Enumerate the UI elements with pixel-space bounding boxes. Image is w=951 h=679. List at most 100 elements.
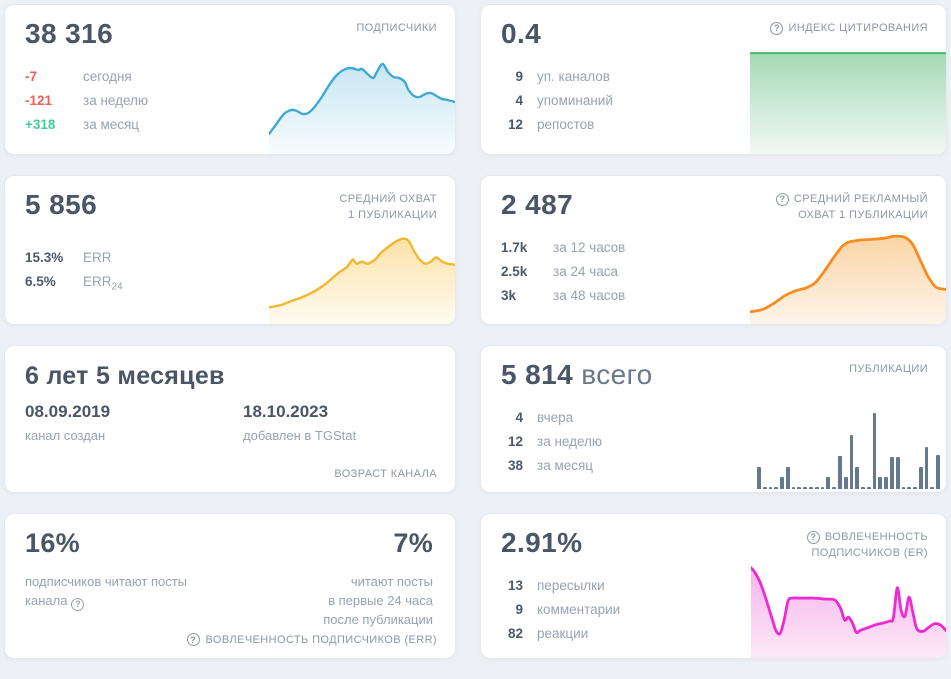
bar (936, 454, 940, 489)
tgstat-added-date: 18.10.2023 (243, 402, 329, 421)
bar (901, 486, 906, 489)
subscribers-sparkline (269, 54, 455, 154)
stat-row: 1.7k за 12 часов (501, 240, 625, 256)
stat-label: за 24 часа (553, 264, 619, 279)
bar (757, 466, 761, 489)
subscribers-card-label: ПОДПИСЧИКИ (356, 22, 437, 34)
stat-label: за месяц (83, 117, 140, 132)
err-right-value: 7% (393, 528, 433, 558)
err-left-value: 16% (25, 528, 80, 558)
stat-label: ERR (83, 250, 112, 265)
bar (791, 486, 796, 489)
stat-value: 38 (507, 458, 523, 473)
avg-ad-reach-label-line2: ОХВАТ 1 ПУБЛИКАЦИИ (798, 209, 928, 221)
er-stats: 13 пересылки 9 комментарии 82 реакции (501, 578, 620, 650)
bar (918, 466, 923, 489)
help-icon[interactable]: ? (775, 192, 789, 206)
bar (843, 476, 848, 489)
stat-row: 9 комментарии (501, 602, 620, 618)
bar (797, 486, 802, 489)
err-right-caption: читают посты в первые 24 часа после публ… (323, 574, 433, 627)
stat-row: 38 за месяц (501, 458, 602, 474)
stat-label: за 48 часов (553, 288, 626, 303)
avg-reach-card-label: СРЕДНИЙ ОХВАТ 1 ПУБЛИКАЦИИ (339, 191, 437, 223)
stat-value: 82 (507, 626, 523, 641)
stat-label: упоминаний (537, 93, 613, 108)
help-icon[interactable]: ? (186, 633, 200, 646)
bar (884, 476, 888, 489)
avg-reach-value: 5 856 (25, 189, 98, 220)
stat-label: вчера (537, 410, 574, 425)
help-icon[interactable]: ? (770, 21, 784, 35)
avg-ad-reach-card: 2 487 ? СРЕДНИЙ РЕКЛАМНЫЙ ОХВАТ 1 ПУБЛИК… (480, 175, 947, 325)
help-icon[interactable]: ? (806, 530, 820, 544)
channel-age-title: 6 лет 5 месяцев (25, 362, 225, 390)
err-card: 16% 7% подписчиков читают посты канала? … (4, 513, 456, 659)
stat-label: сегодня (83, 69, 132, 84)
bar (814, 486, 819, 489)
stat-label: реакции (537, 626, 589, 641)
er-card-label: ? ВОВЛЕЧЕННОСТЬ ПОДПИСЧИКОВ (ER) (806, 529, 928, 561)
channel-created-date: 08.09.2019 (25, 402, 111, 421)
stats-dashboard: 38 316 ПОДПИСЧИКИ -7 сегодня -121 за нед… (4, 4, 947, 659)
bar (872, 413, 877, 489)
bar (780, 476, 784, 489)
stat-label: репостов (537, 117, 595, 132)
stat-value: 2.5k (501, 264, 528, 279)
avg-reach-label-line1: СРЕДНИЙ ОХВАТ (339, 193, 437, 205)
err-left-caption: подписчиков читают посты канала? (25, 574, 188, 611)
stat-value: +318 (25, 117, 56, 132)
tgstat-added-block: 18.10.2023 добавлен в TGStat (243, 402, 356, 443)
bar (895, 457, 900, 489)
bar (878, 476, 883, 489)
help-icon[interactable]: ? (71, 598, 85, 611)
bar (785, 466, 790, 489)
publications-stats: 4 вчера 12 за неделю 38 за месяц (501, 410, 602, 482)
avg-ad-reach-sparkline (750, 222, 946, 324)
channel-created-caption: канал создан (25, 428, 106, 443)
bar (855, 466, 860, 489)
avg-ad-reach-label-line1: СРЕДНИЙ РЕКЛАМНЫЙ (793, 193, 928, 205)
stat-row: -121 за неделю (25, 93, 148, 109)
stat-value: 9 (515, 602, 523, 617)
citation-index-area (750, 50, 946, 154)
tgstat-added-caption: добавлен в TGStat (243, 428, 357, 443)
stat-label: за месяц (537, 458, 594, 473)
avg-ad-reach-value: 2 487 (501, 189, 574, 220)
citation-index-card-label: ? ИНДЕКС ЦИТИРОВАНИЯ (770, 20, 928, 36)
stat-value: -7 (25, 69, 38, 84)
stat-value: 15.3% (25, 250, 64, 265)
bar (866, 486, 871, 489)
bar (768, 486, 773, 489)
publications-bar-chart (757, 413, 940, 489)
publications-total-suffix: всего (581, 359, 653, 390)
stat-row: -7 сегодня (25, 69, 148, 85)
err24-subscript: 24 (111, 281, 123, 293)
stat-label: комментарии (537, 602, 621, 617)
stat-row: 4 вчера (501, 410, 602, 426)
er-label-line1: ВОВЛЕЧЕННОСТЬ (824, 531, 928, 543)
publications-card-label: ПУБЛИКАЦИИ (849, 363, 928, 375)
stat-value: 12 (507, 434, 523, 449)
publications-card: 5 814 всего ПУБЛИКАЦИИ 4 вчера 12 за нед… (480, 345, 947, 493)
er-label-line2: ПОДПИСЧИКОВ (ER) (811, 547, 928, 559)
er-value: 2.91% (501, 527, 583, 558)
avg-reach-label-line2: 1 ПУБЛИКАЦИИ (348, 209, 437, 221)
bar (826, 476, 831, 489)
stat-row: 4 упоминаний (501, 93, 613, 109)
bar (913, 486, 917, 489)
citation-stats: 9 уп. каналов 4 упоминаний 12 репостов (501, 69, 613, 141)
stat-label: пересылки (537, 578, 605, 593)
citation-index-card: 0.4 ? ИНДЕКС ЦИТИРОВАНИЯ 9 уп. каналов 4… (480, 4, 947, 155)
subscribers-card: 38 316 ПОДПИСЧИКИ -7 сегодня -121 за нед… (4, 4, 456, 155)
stat-value: 1.7k (501, 240, 528, 255)
stat-value: 9 (515, 69, 523, 84)
subscribers-count: 38 316 (25, 18, 114, 49)
bar (832, 486, 836, 489)
stat-row: 82 реакции (501, 626, 620, 642)
channel-age-card: 6 лет 5 месяцев 08.09.2019 канал создан … (4, 345, 456, 493)
stat-value: -121 (25, 93, 53, 108)
bar (803, 486, 808, 489)
stat-label: уп. каналов (537, 69, 610, 84)
stat-value: 4 (515, 410, 523, 425)
